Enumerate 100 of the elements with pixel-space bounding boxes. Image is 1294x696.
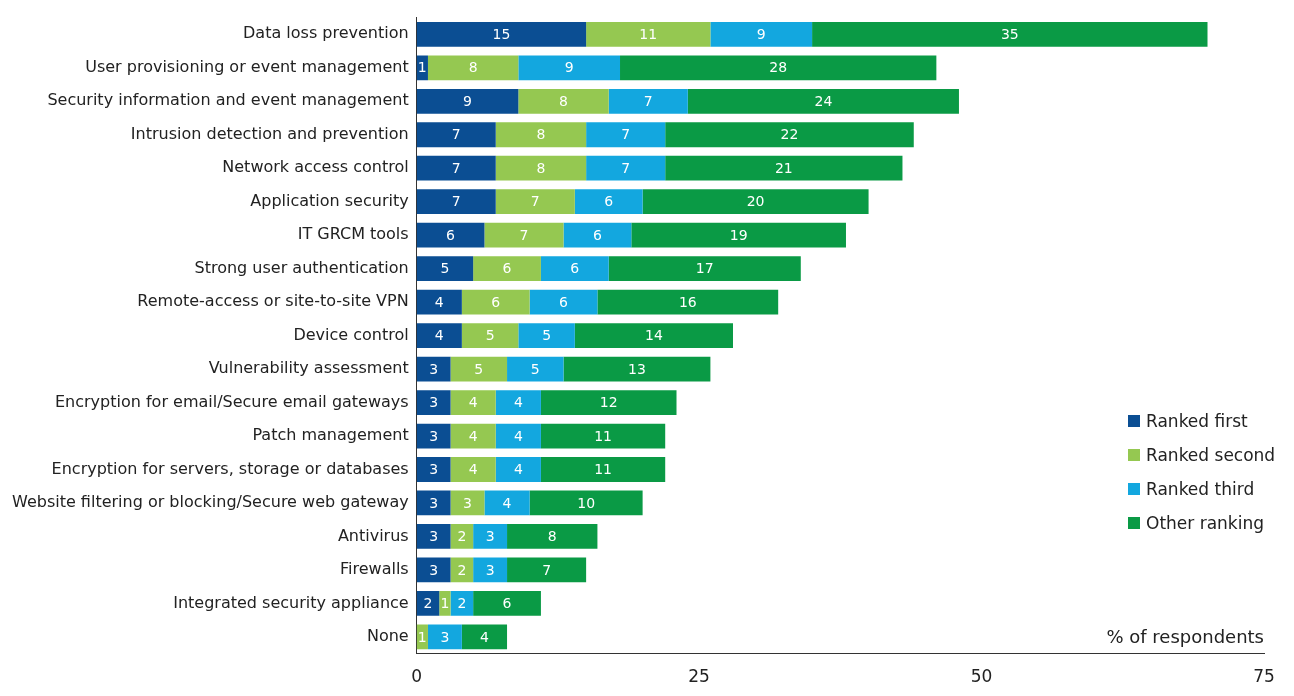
data-label: 7 xyxy=(530,193,540,210)
bar xyxy=(540,423,666,449)
bar xyxy=(495,155,587,181)
data-label: 8 xyxy=(547,528,557,545)
bar xyxy=(416,289,462,315)
data-label: 13 xyxy=(628,360,646,377)
bar xyxy=(416,356,451,382)
data-label: 6 xyxy=(502,595,512,612)
data-label: 3 xyxy=(429,427,439,444)
bar xyxy=(665,155,903,181)
data-label: 3 xyxy=(429,394,439,411)
bar xyxy=(416,21,587,47)
x-tick-label: 0 xyxy=(411,666,423,687)
bar xyxy=(495,457,541,482)
data-label: 7 xyxy=(451,126,461,143)
bar xyxy=(540,457,666,482)
data-label: 4 xyxy=(468,461,478,478)
data-label: 7 xyxy=(451,193,461,210)
y-tick-label: Antivirus xyxy=(337,525,409,545)
legend-label: Ranked first xyxy=(1146,411,1248,431)
data-label: 7 xyxy=(621,159,631,176)
data-label: 6 xyxy=(559,293,569,310)
data-label: 1 xyxy=(417,59,427,76)
bar xyxy=(563,356,711,382)
y-tick-label: None xyxy=(366,626,409,646)
bar xyxy=(529,289,598,315)
data-label: 3 xyxy=(429,561,439,578)
data-label: 6 xyxy=(502,260,512,277)
bar xyxy=(812,21,1208,47)
bar xyxy=(484,222,564,248)
data-label: 7 xyxy=(643,92,653,109)
bar xyxy=(586,122,666,148)
bar xyxy=(665,122,914,148)
data-label: 19 xyxy=(729,226,748,243)
bar xyxy=(518,55,621,81)
data-label: 5 xyxy=(485,327,495,344)
data-label: 5 xyxy=(474,360,484,377)
data-label: 4 xyxy=(513,394,523,411)
bar xyxy=(416,390,451,415)
data-label: 2 xyxy=(457,528,467,545)
legend-label: Ranked third xyxy=(1146,479,1255,499)
x-tick-label: 50 xyxy=(970,666,993,687)
y-tick-label: Vulnerability assessment xyxy=(208,358,409,378)
bar xyxy=(473,524,508,549)
bar xyxy=(450,390,496,415)
data-label: 7 xyxy=(542,561,552,578)
bar xyxy=(416,457,451,482)
data-label: 6 xyxy=(592,226,602,243)
data-label: 3 xyxy=(485,561,495,578)
bar xyxy=(495,122,587,148)
bar xyxy=(540,390,677,415)
data-label: 17 xyxy=(695,260,714,277)
bar xyxy=(608,88,688,114)
data-label: 4 xyxy=(513,461,523,478)
bar xyxy=(416,490,451,516)
data-label: 6 xyxy=(570,260,580,277)
y-tick-label: IT GRCM tools xyxy=(297,224,409,244)
bar xyxy=(597,289,779,315)
data-label: 22 xyxy=(780,126,799,143)
data-label: 8 xyxy=(468,59,478,76)
bar xyxy=(563,222,632,248)
data-label: 11 xyxy=(639,25,658,42)
y-tick-label: Website filtering or blocking/Secure web gateway xyxy=(12,492,409,512)
bar xyxy=(427,55,519,81)
y-tick-label: Integrated security appliance xyxy=(173,592,409,612)
y-tick-label: Data loss prevention xyxy=(243,23,409,43)
data-label: 8 xyxy=(536,159,546,176)
y-tick-label: Encryption for email/Secure email gateways xyxy=(54,391,409,411)
data-label: 3 xyxy=(440,628,450,645)
y-tick-label: Intrusion detection and prevention xyxy=(130,123,409,143)
bar xyxy=(416,591,440,616)
bar xyxy=(574,189,643,215)
bar xyxy=(495,189,575,215)
data-label: 9 xyxy=(756,25,766,42)
data-label: 12 xyxy=(599,394,618,411)
data-label: 10 xyxy=(577,494,596,511)
data-label: 6 xyxy=(491,293,501,310)
bar xyxy=(518,323,575,348)
bar xyxy=(710,21,813,47)
data-label: 20 xyxy=(746,193,765,210)
data-label: 11 xyxy=(594,427,612,444)
bar xyxy=(416,122,496,148)
bar xyxy=(461,289,530,315)
bar xyxy=(439,591,451,616)
data-label: 9 xyxy=(463,92,472,109)
data-label: 1 xyxy=(440,595,450,612)
bar xyxy=(687,88,959,114)
data-label: 11 xyxy=(594,461,612,478)
bar xyxy=(416,88,519,114)
bar xyxy=(416,155,496,181)
data-label: 4 xyxy=(468,427,478,444)
data-label: 3 xyxy=(429,360,439,377)
y-tick-label: Security information and event management xyxy=(47,90,409,110)
bar xyxy=(518,88,609,114)
bar xyxy=(574,323,733,348)
bar xyxy=(608,256,801,282)
bar xyxy=(495,390,541,415)
bar xyxy=(450,423,496,449)
bar xyxy=(631,222,846,248)
data-label: 7 xyxy=(519,226,529,243)
